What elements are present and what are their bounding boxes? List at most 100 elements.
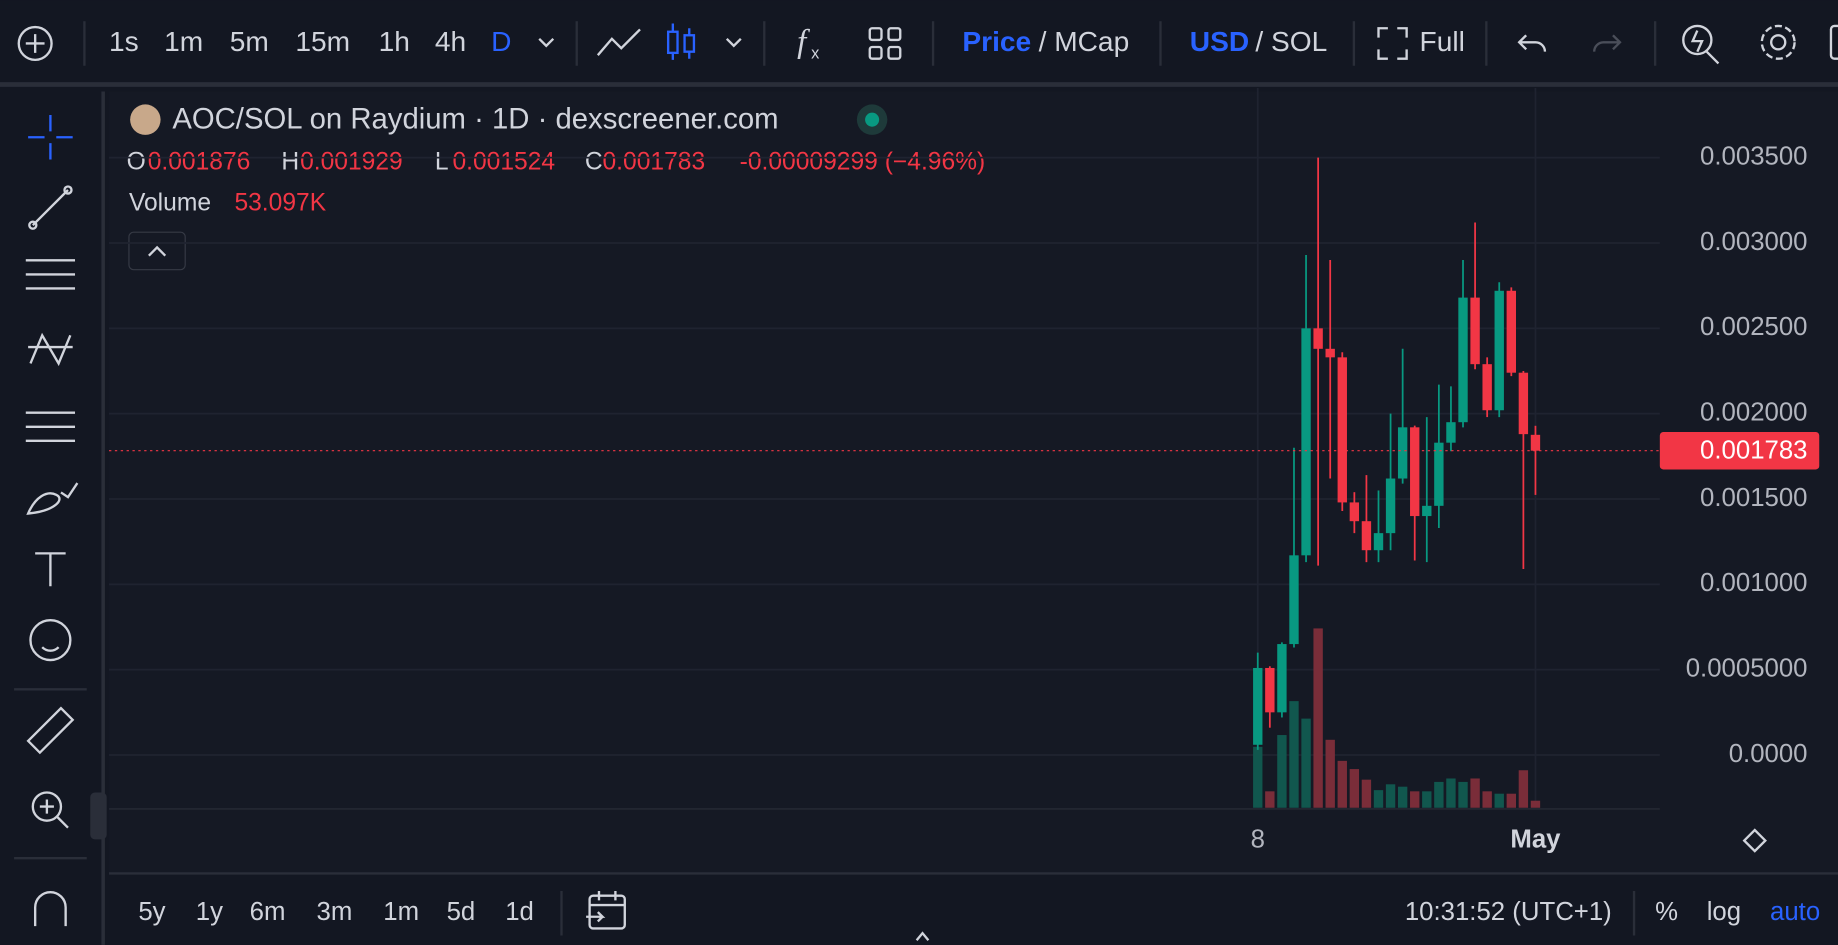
add-button[interactable]: [17, 25, 53, 62]
open-value: 0.001876: [148, 149, 251, 176]
range-button[interactable]: 5d: [447, 898, 476, 926]
volume-bar: [1482, 791, 1492, 808]
candle-body: [1458, 297, 1468, 423]
chart-type-dropdown[interactable]: [725, 37, 742, 48]
log-toggle[interactable]: log: [1707, 898, 1741, 926]
interval[interactable]: 1s: [109, 26, 139, 57]
fullscreen-icon[interactable]: [1377, 27, 1408, 60]
volume-bar: [1434, 781, 1444, 808]
candle-body: [1530, 434, 1541, 451]
volume-bar: [1313, 628, 1323, 808]
volume-label: Volume: [129, 190, 211, 217]
interval[interactable]: 5m: [230, 26, 269, 57]
volume-bar: [1385, 784, 1396, 808]
low-value: 0.001524: [452, 149, 555, 176]
candle-body: [1494, 290, 1504, 411]
candle-body: [1373, 533, 1384, 551]
x-tick-label: 8: [1251, 825, 1265, 853]
redo-button: [1593, 34, 1622, 52]
interval[interactable]: 1h: [379, 26, 410, 57]
last-price-label: 0.001783: [1700, 437, 1807, 465]
interval-active[interactable]: D: [491, 26, 511, 57]
candle-body: [1518, 372, 1529, 435]
interval[interactable]: 4h: [435, 26, 466, 57]
volume-bar: [1518, 770, 1529, 808]
settings-button[interactable]: [1760, 24, 1796, 60]
mcap-toggle[interactable]: / MCap: [1039, 26, 1130, 57]
last-price-tag: [1659, 431, 1820, 470]
sol-toggle[interactable]: / SOL: [1255, 26, 1327, 57]
clock: 10:31:52 (UTC+1): [1405, 898, 1612, 926]
interval-dropdown[interactable]: [538, 37, 555, 48]
usd-toggle[interactable]: USD: [1190, 26, 1249, 57]
collapse-legend-button[interactable]: [128, 231, 186, 271]
collapse-handle[interactable]: [90, 792, 107, 840]
volume-bar: [1361, 779, 1372, 808]
close-letter: C: [585, 149, 603, 176]
y-tick-label: 0.002500: [1700, 313, 1807, 341]
screenshot-button[interactable]: [1829, 24, 1838, 60]
axis-settings[interactable]: [1742, 828, 1767, 853]
candle-body: [1470, 297, 1480, 365]
low-letter: L: [435, 149, 449, 176]
candle-body: [1410, 427, 1420, 517]
candle-body: [1446, 422, 1456, 443]
ohlc-readout: O 0.001876 H 0.001929 L 0.001524 C 0.001…: [127, 149, 986, 217]
candle-body: [1349, 502, 1360, 522]
range-button[interactable]: 6m: [250, 898, 286, 926]
indicators-button-sub[interactable]: x: [811, 44, 820, 62]
range-button[interactable]: 1m: [383, 898, 419, 926]
y-tick-label: 0.0000: [1729, 740, 1808, 768]
x-tick-label: May: [1510, 825, 1561, 853]
high-value: 0.001929: [300, 149, 403, 176]
y-tick-label: 0.001000: [1700, 569, 1807, 597]
price-toggle[interactable]: Price: [962, 26, 1031, 57]
percent-toggle[interactable]: %: [1655, 898, 1678, 926]
range-button[interactable]: 5y: [138, 898, 165, 926]
y-tick-label: 0.003000: [1700, 228, 1807, 256]
expand-handle[interactable]: [915, 931, 930, 941]
interval[interactable]: 15m: [295, 26, 350, 57]
alert-button[interactable]: [1682, 24, 1720, 65]
volume-bar: [1349, 769, 1360, 808]
candle-body: [1434, 442, 1444, 506]
change-value: -0.00009299 (−4.96%): [740, 149, 986, 176]
volume-bar: [1410, 791, 1420, 808]
volume-value: 53.097K: [234, 190, 326, 217]
y-tick-label: 0.003500: [1700, 142, 1807, 170]
layout-button[interactable]: [868, 27, 902, 60]
candle-chart-button[interactable]: [666, 23, 696, 60]
volume-bar: [1337, 760, 1347, 808]
candle-body: [1277, 644, 1287, 713]
candle-body: [1506, 290, 1516, 373]
volume-bar: [1373, 790, 1384, 808]
chart-panel: [109, 91, 1838, 874]
auto-toggle[interactable]: auto: [1770, 898, 1820, 926]
plot: 0.0000 0.0005000 0.001000 0.001500 0.002000 0…: [109, 88, 1820, 853]
goto-date-button[interactable]: [586, 890, 626, 930]
volume-bar: [1397, 786, 1408, 808]
drawing-tools[interactable]: [25, 114, 79, 927]
candle-body: [1482, 364, 1492, 411]
candle-body: [1397, 427, 1408, 479]
range-button[interactable]: 3m: [316, 898, 352, 926]
volume-bar: [1253, 746, 1263, 808]
interval[interactable]: 1m: [164, 26, 203, 57]
status-dot: [865, 112, 880, 127]
chart-title: AOC/SOL on Raydium · 1D · dexscreener.co…: [172, 103, 778, 136]
candle-body: [1289, 555, 1299, 645]
volume-bar: [1494, 793, 1504, 808]
line-chart-button[interactable]: [596, 28, 641, 56]
undo-button[interactable]: [1517, 34, 1547, 52]
volume-bar: [1458, 781, 1468, 808]
range-button[interactable]: 1d: [505, 898, 534, 926]
candle-body: [1337, 357, 1347, 503]
range-button[interactable]: 1y: [196, 898, 223, 926]
open-letter: O: [127, 149, 146, 176]
volume-bar: [1325, 739, 1335, 808]
fullscreen-button[interactable]: Full: [1420, 26, 1465, 57]
volume-bar: [1265, 791, 1275, 808]
candle-body: [1361, 521, 1372, 551]
